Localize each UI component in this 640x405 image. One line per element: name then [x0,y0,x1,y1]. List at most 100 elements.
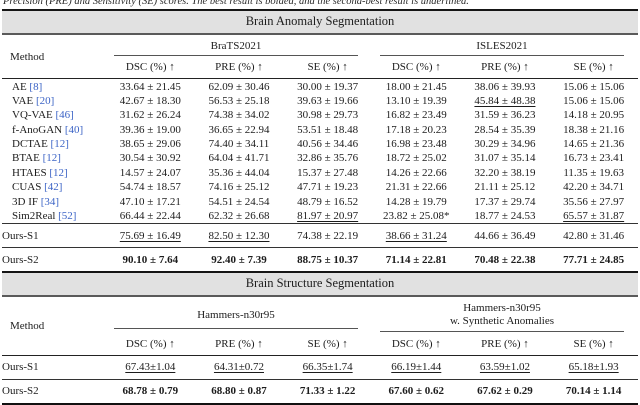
metric-cell: 68.80 ± 0.87 [194,379,284,405]
metric-cell: 53.51 ± 18.48 [297,123,359,136]
group-header-hammers: Hammers-n30r95 [106,297,372,333]
metric-cell: 66.19±1.44 [371,355,461,380]
metric-cell: 14.18 ± 20.95 [563,109,625,122]
metric-cell: 45.84 ± 48.38 [474,94,536,107]
table-row-ours-s2: Ours-S2 68.78 ± 0.79 68.80 ± 0.87 71.33 … [2,379,638,405]
metric-cell: 71.14 ± 22.81 [385,253,447,266]
col-header: PRE (%) ↑ [460,57,550,80]
metric-cell: 39.36 ± 19.00 [119,123,181,136]
table-row-fanogan: f-AnoGAN [40] 39.36 ± 19.00 36.65 ± 22.9… [2,123,638,137]
metric-cell: 62.09 ± 30.46 [208,80,270,93]
metric-cell: 15.06 ± 15.06 [563,80,625,93]
citation-link[interactable]: [12] [50,138,69,151]
metric-cell: 18.38 ± 21.16 [563,123,625,136]
col-header: SE (%) ↑ [549,333,638,356]
citation-link[interactable]: [46] [55,109,74,122]
group-header-isles: ISLES2021 [372,35,638,57]
metric-cell: 74.16 ± 25.12 [208,181,270,194]
metric-cell: 82.50 ± 12.30 [194,223,284,249]
metric-cell: 35.56 ± 27.97 [563,195,625,208]
metric-cell: 15.06 ± 15.06 [563,94,625,107]
metric-cell: 31.62 ± 26.24 [119,109,181,122]
table-row-htaes: HTAES [12] 14.57 ± 24.07 35.36 ± 44.04 1… [2,166,638,180]
metric-cell: 17.18 ± 20.23 [385,123,447,136]
metric-cell: 70.14 ± 1.14 [549,379,638,405]
metric-cell: 47.10 ± 17.21 [119,195,181,208]
metric-cell: 31.07 ± 35.14 [474,152,536,165]
metric-cell: 38.06 ± 39.93 [474,80,536,93]
metric-cell: 66.35±1.74 [283,355,372,380]
method-column-header: Method [2,297,106,356]
metric-cell: 21.31 ± 22.66 [385,181,447,194]
metric-cell: 39.63 ± 19.66 [297,94,359,107]
table-row-vqvae: VQ-VAE [46] 31.62 ± 26.24 74.38 ± 34.02 … [2,108,638,122]
metric-cell: 30.98 ± 29.73 [297,109,359,122]
metric-cell: 15.37 ± 27.48 [297,166,359,179]
metric-cell: 92.40 ± 7.39 [211,253,267,266]
table-row-vae: VAE [20] 42.67 ± 18.30 56.53 ± 25.18 39.… [2,94,638,108]
citation-link[interactable]: [40] [64,123,84,136]
metric-cell: 77.71 ± 24.85 [563,253,625,266]
metric-cell: 81.97 ± 20.97 [283,208,372,225]
metric-cell: 38.66 ± 31.24 [371,223,461,249]
metric-cell: 30.29 ± 34.96 [474,138,536,151]
col-header: PRE (%) ↑ [194,57,284,80]
metric-cell: 36.65 ± 22.94 [208,123,270,136]
citation-link[interactable]: [42] [44,181,63,194]
metric-cell: 42.67 ± 18.30 [119,94,181,107]
citation-link[interactable]: [12] [49,166,68,179]
group-header-row: Method BraTS2021 ISLES2021 [2,35,638,80]
group-header-hammers-synthetic: Hammers-n30r95 w. Synthetic Anomalies [372,297,638,333]
metric-cell: 14.26 ± 22.66 [385,166,447,179]
metric-cell: 14.28 ± 19.79 [385,195,447,208]
metric-cell: 65.18±1.93 [549,355,638,380]
metric-cell: 75.69 ± 16.49 [106,223,195,249]
table-row-ours-s1: Ours-S1 75.69 ± 16.49 82.50 ± 12.30 74.3… [2,223,638,249]
table-row-dctae: DCTAE [12] 38.65 ± 29.06 74.40 ± 34.11 4… [2,137,638,151]
table-row-cuas: CUAS [42] 54.74 ± 18.57 74.16 ± 25.12 47… [2,180,638,194]
column-header-row: DSC (%) ↑ PRE (%) ↑ SE (%) ↑ DSC (%) ↑ P… [2,333,638,356]
method-cell: VAE [20] [12,94,55,107]
method-cell: HTAES [12] [12,166,68,179]
metric-cell: 30.54 ± 30.92 [119,152,181,165]
col-header: PRE (%) ↑ [460,333,550,356]
metric-cell: 38.65 ± 29.06 [119,138,181,151]
metric-cell: 67.60 ± 0.62 [371,379,461,405]
citation-link[interactable]: [34] [40,195,60,208]
metric-cell: 74.38 ± 22.19 [283,223,372,249]
metric-cell: 54.74 ± 18.57 [119,181,181,194]
table-row-ours-s2: Ours-S2 90.10 ± 7.64 92.40 ± 7.39 88.75 … [2,248,638,272]
metric-cell: 70.48 ± 22.38 [474,253,536,266]
metric-cell: 17.37 ± 29.74 [474,195,536,208]
metric-cell: 18.72 ± 25.02 [385,152,447,165]
metric-cell: 16.82 ± 23.49 [385,109,447,122]
metric-cell: 35.36 ± 44.04 [208,166,270,179]
method-cell: 3D IF [34] [12,195,60,208]
table-row-btae: BTAE [12] 30.54 ± 30.92 64.04 ± 41.71 32… [2,151,638,165]
col-header: DSC (%) ↑ [371,57,461,80]
metric-cell: 40.56 ± 34.46 [297,138,359,151]
metric-cell: 65.57 ± 31.87 [549,208,638,225]
col-header: DSC (%) ↑ [106,57,195,80]
col-header: SE (%) ↑ [283,333,372,356]
section-title-structure: Brain Structure Segmentation [2,271,638,298]
metric-cell: 28.54 ± 35.39 [474,123,536,136]
table-row-ours-s1: Ours-S1 67.43±1.04 64.31±0.72 66.35±1.74… [2,355,638,380]
method-cell: Sim2Real [52] [2,208,106,225]
metric-cell: 18.77 ± 24.53 [460,208,550,225]
col-header: DSC (%) ↑ [106,333,195,356]
citation-link[interactable]: [8] [29,80,43,93]
citation-link[interactable]: [12] [42,152,61,165]
metric-cell: 54.51 ± 24.54 [208,195,270,208]
metric-cell: 32.86 ± 35.76 [297,152,359,165]
method-cell: Ours-S1 [2,223,106,249]
metric-cell: 21.11 ± 25.12 [474,181,536,194]
column-header-row: DSC (%) ↑ PRE (%) ↑ SE (%) ↑ DSC (%) ↑ P… [2,57,638,80]
citation-link[interactable]: [20] [35,94,55,107]
citation-link[interactable]: [52] [58,209,77,222]
method-cell: VQ-VAE [46] [12,109,74,122]
col-header: DSC (%) ↑ [371,333,461,356]
metric-cell: 30.00 ± 19.37 [297,80,359,93]
metric-cell: 23.82 ± 25.08* [371,208,461,225]
metric-cell: 11.35 ± 19.63 [563,166,624,179]
